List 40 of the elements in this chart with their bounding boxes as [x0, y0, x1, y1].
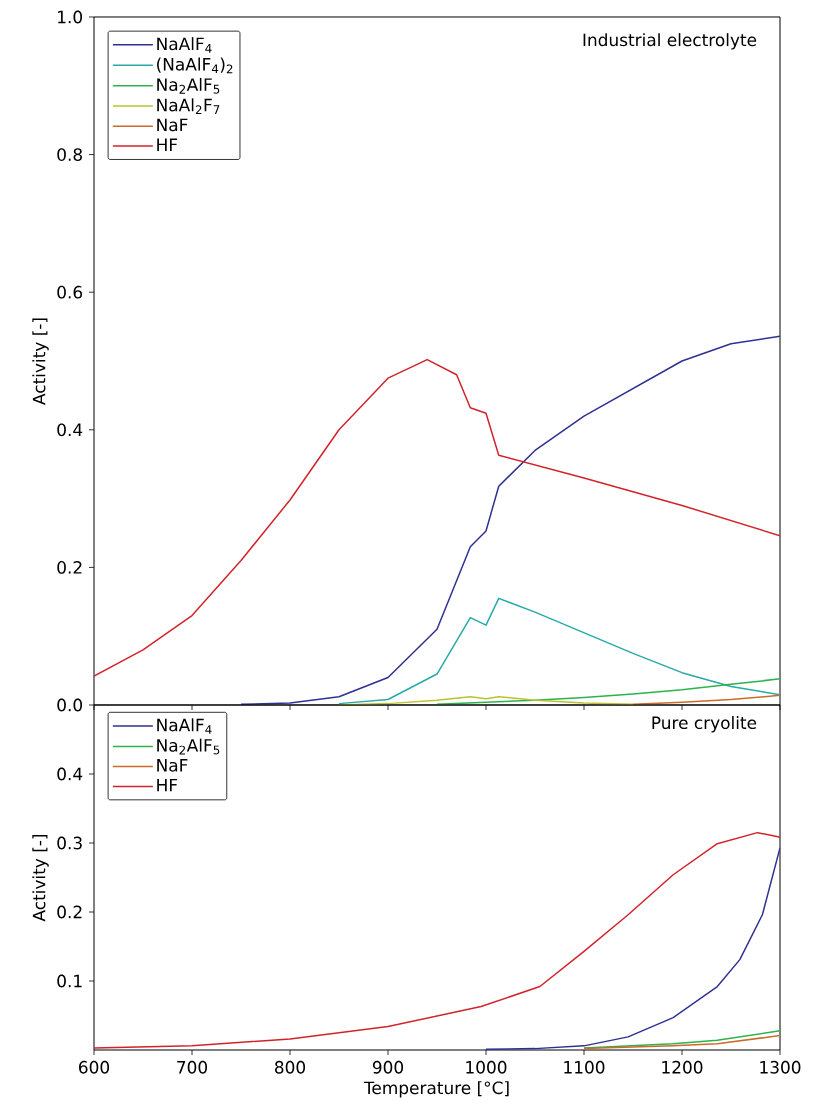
- legend-label: NaAlF$_{4}$: [157, 718, 212, 734]
- legend-label: NaF: [157, 759, 188, 772]
- x-tick-label: 1100: [564, 1060, 605, 1074]
- legend-label: NaF: [157, 118, 188, 132]
- line-series: [94, 831, 781, 1049]
- y-tick-label: 0.1: [57, 974, 82, 988]
- legend-label: (NaAlF$_{4}$)$_{2}$: [157, 57, 233, 74]
- x-tick-label: 600: [79, 1060, 110, 1074]
- line-series: [583, 1029, 781, 1049]
- x-tick-label: 1000: [466, 1060, 507, 1074]
- line-series: [632, 694, 781, 705]
- legend-label: HF: [157, 138, 178, 151]
- x-tick-label: 800: [274, 1060, 306, 1074]
- y-tick-label: 0.0: [57, 698, 83, 712]
- line-series: [436, 678, 781, 705]
- legend-label: NaAlF$_{4}$: [157, 37, 212, 53]
- y-tick-label: 0.2: [57, 905, 82, 919]
- y-tick-label: 0.4: [57, 767, 83, 781]
- line-series: [583, 1034, 781, 1050]
- legend-label: Na$_{2}$AlF$_{5}$: [157, 77, 220, 94]
- line-series: [94, 358, 781, 677]
- y-tick-label: 0.3: [57, 836, 82, 850]
- x-tick-label: 700: [177, 1060, 208, 1074]
- legend-label: NaAl$_{2}$F$_{7}$: [157, 98, 220, 115]
- annotation: Industrial electrolyte: [583, 33, 757, 50]
- y-tick-label: 0.2: [57, 560, 82, 574]
- x-axis-title: Temperature [°C]: [363, 1081, 509, 1098]
- annotation: Pure cryolite: [652, 716, 757, 733]
- x-tick-label: 1300: [760, 1060, 801, 1074]
- x-tick-label: 1200: [662, 1060, 703, 1074]
- y-tick-label: 0.6: [57, 285, 83, 299]
- legend-label: Na$_{2}$AlF$_{5}$: [157, 738, 220, 755]
- y-tick-label: 0.8: [57, 148, 82, 161]
- line-series: [485, 847, 781, 1050]
- x-tick-label: 900: [372, 1060, 404, 1074]
- y-tick-label: 1.0: [58, 10, 83, 24]
- legend-label: HF: [157, 778, 178, 792]
- y-axis-title: Activity [-]: [32, 318, 49, 405]
- y-axis-title: Activity [-]: [32, 834, 49, 922]
- y-tick-label: 0.4: [57, 423, 83, 437]
